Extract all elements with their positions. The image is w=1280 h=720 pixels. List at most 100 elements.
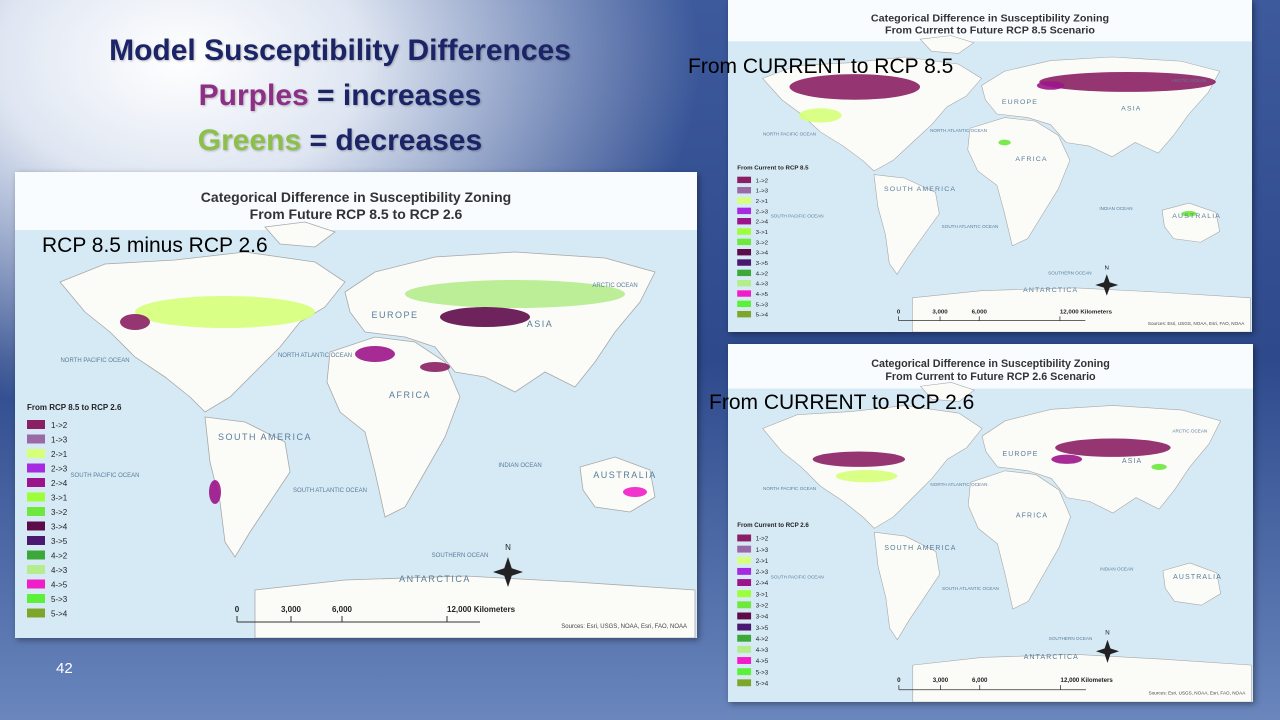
landmass (264, 221, 336, 248)
legend-swatch (737, 612, 752, 620)
legend-swatch (737, 556, 752, 564)
highlight-word: Purples (198, 79, 309, 112)
legend-swatch (27, 579, 45, 589)
map-panel: Categorical Difference in Susceptibility… (728, 0, 1252, 332)
legend-label: 1->2 (756, 179, 768, 185)
place-label: NORTH PACIFIC OCEAN (763, 486, 816, 491)
landmass (326, 336, 461, 518)
page-number: 42 (56, 660, 73, 677)
legend-swatch (737, 634, 752, 642)
map: Categorical Difference in Susceptibility… (728, 0, 1252, 332)
map-overlay-label: From CURRENT to RCP 2.6 (709, 391, 975, 414)
legend-swatch (737, 645, 752, 653)
legend-label: 5->4 (756, 680, 769, 687)
place-label: AUSTRALIA (1173, 574, 1222, 581)
map-title: Categorical Difference in Susceptibility… (871, 358, 1110, 370)
legend-label: 2->3 (756, 210, 769, 216)
legend-swatch (737, 545, 752, 553)
place-label: EUROPE (1002, 99, 1038, 106)
legend-label: 4->5 (51, 581, 68, 590)
legend-swatch (737, 197, 752, 204)
landmass (981, 405, 1222, 514)
place-label: SOUTH PACIFIC OCEAN (771, 213, 824, 218)
legend-swatch (737, 679, 752, 687)
legend-label: 1->3 (756, 547, 769, 554)
legend-swatch (27, 478, 45, 487)
slide-heading: Model Susceptibility Differences Purples… (40, 28, 640, 163)
legend-swatch (737, 249, 752, 256)
map-overlay-label: RCP 8.5 minus RCP 2.6 (42, 234, 268, 257)
legend-swatch (737, 238, 752, 246)
landmass (59, 251, 346, 413)
legend-swatch (27, 608, 45, 618)
landmass (919, 35, 975, 54)
place-label: EUROPE (371, 310, 418, 320)
place-label: SOUTH ATLANTIC OCEAN (293, 488, 367, 494)
legend-label: 4->2 (756, 272, 768, 278)
north-label: N (1105, 265, 1109, 271)
place-label: AFRICA (1015, 156, 1047, 163)
highlight-word: Greens (197, 124, 302, 157)
legend-swatch (737, 187, 752, 194)
legend-label: 3->5 (756, 625, 769, 632)
legend-label: 5->3 (756, 303, 769, 309)
legend-label: 1->3 (51, 436, 68, 445)
legend-label: 4->3 (756, 647, 769, 654)
scale-label: 12,000 Kilometers (1060, 310, 1113, 316)
place-label: ARCTIC OCEAN (1172, 78, 1207, 83)
change-patch (798, 108, 842, 123)
legend-label: 3->2 (756, 241, 768, 247)
landmass (967, 470, 1071, 610)
scale-label: 3,000 (281, 605, 302, 614)
legend-label: 3->1 (51, 494, 68, 503)
legend-label: 2->4 (756, 220, 769, 226)
legend-swatch (27, 565, 45, 574)
change-patch (998, 139, 1011, 146)
legend-swatch (27, 550, 45, 560)
legend-swatch (27, 507, 45, 516)
map-panel: Categorical Difference in Susceptibility… (728, 344, 1253, 702)
legend-label: 2->1 (756, 558, 769, 565)
scale-label: 12,000 Kilometers (447, 605, 516, 614)
change-patch (209, 480, 221, 504)
landmass (919, 382, 975, 402)
legend-swatch (737, 218, 752, 225)
legend-swatch (737, 567, 752, 575)
title-band (15, 172, 697, 230)
legend-swatch (27, 434, 45, 444)
legend-swatch (27, 420, 45, 429)
place-label: NORTH PACIFIC OCEAN (763, 132, 816, 137)
place-label: INDIAN OCEAN (1099, 206, 1132, 211)
map-title: From Current to Future RCP 8.5 Scenario (885, 26, 1095, 37)
legend-label: 2->4 (756, 580, 769, 587)
legend-swatch (737, 176, 752, 184)
map-title: From Current to Future RCP 2.6 Scenario (885, 371, 1096, 383)
legend-swatch (737, 668, 752, 676)
place-label: SOUTH PACIFIC OCEAN (71, 473, 140, 479)
legend-label: 3->4 (51, 523, 68, 532)
place-label: AFRICA (1016, 513, 1048, 520)
legend-label: 1->2 (51, 421, 68, 430)
legend-swatch (737, 579, 752, 586)
map-title: Categorical Difference in Susceptibility… (871, 14, 1109, 25)
change-patch (420, 362, 450, 372)
place-label: SOUTH AMERICA (884, 545, 956, 552)
place-label: NORTH ATLANTIC OCEAN (278, 353, 352, 359)
legend-swatch (737, 269, 752, 277)
scale-label: 6,000 (332, 605, 353, 614)
place-label: AUSTRALIA (1172, 213, 1221, 220)
scale-label: 0 (897, 310, 901, 316)
change-patch (835, 469, 898, 483)
legend-label: 2->3 (756, 569, 769, 576)
place-label: SOUTH AMERICA (884, 186, 956, 193)
place-label: ARCTIC OCEAN (592, 283, 637, 289)
change-patch (1051, 454, 1083, 464)
place-label: ANTARCTICA (1024, 654, 1079, 661)
legend-label: 3->1 (756, 591, 769, 598)
scale-label: 12,000 Kilometers (1061, 677, 1114, 684)
legend-swatch (737, 279, 752, 287)
legend-label: 2->1 (756, 199, 768, 205)
legend-label: 2->3 (51, 465, 68, 474)
legend-label: 5->4 (51, 610, 68, 619)
legend-swatch (737, 534, 752, 542)
